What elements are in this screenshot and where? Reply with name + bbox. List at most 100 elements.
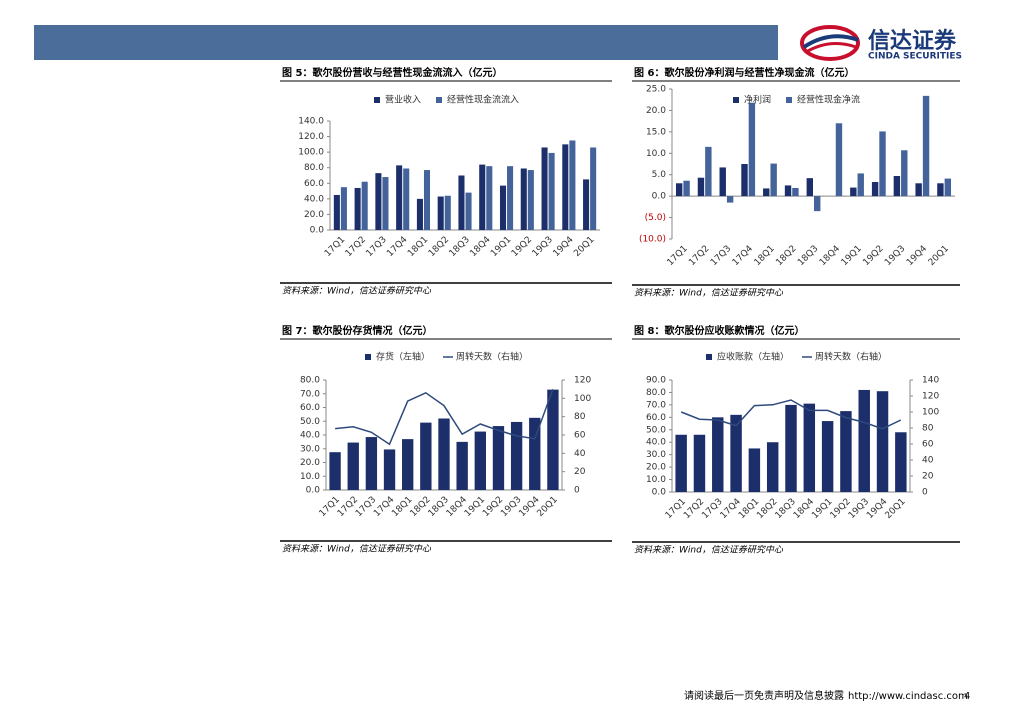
bar [730,414,742,492]
bar [901,150,908,197]
bar [784,185,792,197]
y-tick-label: 40.0 [646,438,666,448]
y-tick-label: 120.0 [298,132,324,142]
bar [693,434,706,492]
y-tick-label: (10.0) [639,235,666,245]
bar [705,146,712,197]
y-tick-label: 40.0 [300,431,320,441]
bar [876,391,889,492]
figure-source: 资料来源：Wind，信达证券研究中心 [634,288,784,299]
bar [562,144,569,230]
bar [444,195,451,230]
y-tick-label: 20.0 [300,458,320,468]
bar [520,168,527,230]
logo-mark [800,25,860,61]
legend-label: 周转天数（右轴） [456,351,528,363]
y-tick-label: 100.0 [298,148,324,158]
y2-tick-label: 0 [574,486,580,496]
bar [465,192,472,230]
y2-tick-label: 100 [922,408,939,418]
bar [840,411,852,492]
bar [329,452,341,490]
bar [458,175,465,230]
bar [726,196,734,203]
y2-tick-label: 40 [574,449,586,459]
bar [683,180,690,197]
bar [871,182,879,197]
bar [547,389,559,490]
footer-disclaimer: 请阅读最后一页免责声明及信息披露 [684,689,844,702]
bar [474,431,486,490]
y2-tick-label: 80 [922,424,934,434]
legend-swatch [706,354,712,360]
bar [354,187,361,230]
bar [922,95,930,197]
bar [937,183,944,197]
y-tick-label: 80.0 [300,376,320,386]
bar [719,167,726,197]
bar [748,448,761,492]
y-tick-label: 140.0 [298,117,324,127]
y2-tick-label: 80 [574,412,586,422]
bar [375,173,382,230]
bar [402,439,414,490]
bar [499,185,507,230]
legend-swatch [374,97,380,103]
bar [785,404,797,492]
figure-source: 资料来源：Wind，信达证券研究中心 [282,544,432,555]
y-tick-label: 90.0 [646,376,666,386]
y-tick-label: 60.0 [304,179,324,189]
bar [333,194,340,230]
bar [850,187,857,197]
y2-tick-label: 120 [574,376,591,386]
bar [803,403,816,492]
legend-label: 营业收入 [385,94,421,106]
legend-swatch [786,97,792,103]
legend-label: 存货（左轴） [376,351,430,363]
y-tick-label: 70.0 [646,400,666,410]
legend-swatch [733,97,739,103]
y2-tick-label: 40 [922,456,934,466]
figure-source: 资料来源：Wind，信达证券研究中心 [634,545,784,556]
bar [806,178,813,197]
bar [697,177,705,197]
legend-label: 周转天数（右轴） [815,351,887,363]
bar [420,422,432,490]
bar [382,177,389,230]
bar [675,434,687,492]
y-tick-label: 70.0 [300,389,320,399]
y-tick-label: 25.0 [646,85,666,95]
header-band [34,25,778,60]
bar [347,442,359,490]
figure-title: 图 7：歌尔股份存货情况（亿元） [282,324,432,337]
bar [403,168,410,230]
y2-tick-label: 0 [922,488,928,498]
y-tick-label: 20.0 [304,210,324,220]
y-tick-label: 10.0 [300,472,320,482]
y-tick-label: 30.0 [646,450,666,460]
legend-label: 应收账款（左轴） [717,351,789,363]
legend-swatch [436,97,442,103]
bar [944,178,952,197]
bar [340,187,347,230]
bar [879,131,886,197]
figure-title: 图 6：歌尔股份净利润与经营性净现金流（亿元） [634,66,854,79]
y2-tick-label: 140 [922,376,939,386]
bar [741,164,748,197]
logo-en: CINDA SECURITIES [868,52,962,62]
bar [423,170,431,230]
bar [770,163,777,197]
figure-title: 图 5：歌尔股份营收与经营性现金流流入（亿元） [282,66,502,79]
bar [486,166,493,230]
y2-tick-label: 60 [922,440,934,450]
bar [416,198,423,230]
bar [510,421,523,490]
legend-label: 经营性现金流流入 [447,94,519,106]
y-tick-label: 80.0 [646,388,666,398]
y-tick-label: 60.0 [646,413,666,423]
bar [675,183,683,197]
bar [712,417,724,492]
figure-title: 图 8：歌尔股份应收账款情况（亿元） [634,324,804,337]
y2-tick-label: 100 [574,394,591,404]
